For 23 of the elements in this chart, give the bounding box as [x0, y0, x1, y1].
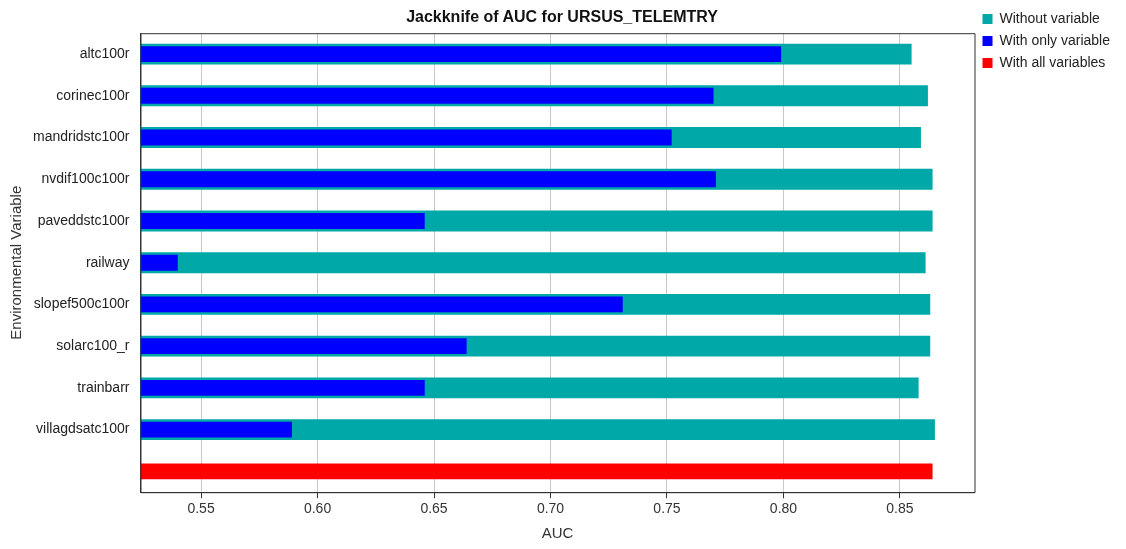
- chart-title: Jackknife of AUC for URSUS_TELEMTRY: [406, 8, 719, 26]
- legend-label: Without variable: [999, 9, 1101, 26]
- x-tick-label: 0.65: [420, 500, 448, 517]
- x-tick-label: 0.70: [536, 500, 565, 517]
- x-tick-label: 0.55: [187, 500, 215, 517]
- y-tick-label: altc100r: [79, 44, 130, 61]
- legend-label: With all variables: [999, 53, 1106, 70]
- y-tick-label: villagdsatc100r: [36, 420, 130, 437]
- y-tick-label: corinec100r: [56, 86, 130, 103]
- y-tick-label: railway: [85, 253, 130, 270]
- x-tick-label: 0.60: [303, 500, 332, 517]
- y-tick-label: slopef500c100r: [33, 295, 130, 312]
- y-tick-label: paveddstc100r: [37, 211, 130, 228]
- y-tick-label: trainbarr: [77, 378, 130, 395]
- x-tick-label: 0.80: [769, 500, 798, 517]
- y-axis-title: Environmental Variable: [7, 185, 25, 340]
- x-axis-title: AUC: [541, 524, 574, 542]
- x-tick-label: 0.75: [653, 500, 681, 517]
- y-tick-label: mandridstc100r: [32, 128, 130, 145]
- legend-label: With only variable: [999, 31, 1111, 48]
- y-tick-label: nvdif100c100r: [41, 170, 130, 187]
- x-tick-label: 0.85: [886, 500, 914, 517]
- y-tick-label: solarc100_r: [56, 337, 130, 354]
